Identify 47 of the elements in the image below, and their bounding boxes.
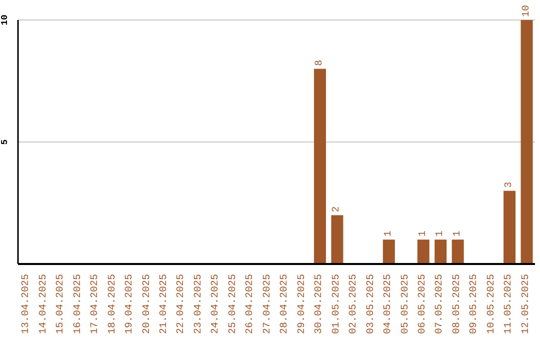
x-tick-label: 21.04.2025	[158, 274, 170, 334]
x-tick-label: 06.05.2025	[417, 274, 428, 334]
data-label: 3	[504, 182, 516, 188]
x-tick-label: 27.04.2025	[262, 274, 274, 334]
x-tick-label: 26.04.2025	[245, 274, 256, 334]
x-tick-label: 16.04.2025	[72, 274, 84, 334]
x-tick-label: 30.04.2025	[314, 274, 326, 334]
x-tick-label: 17.04.2025	[90, 274, 102, 334]
bar	[452, 240, 464, 264]
x-tick-label: 19.04.2025	[124, 274, 136, 334]
x-tick-label: 08.05.2025	[452, 274, 463, 334]
x-tick-label: 11.05.2025	[504, 274, 515, 334]
x-tick-label: 25.04.2025	[228, 274, 239, 334]
x-tick-label: 29.04.2025	[296, 274, 308, 334]
x-tick-label: 09.05.2025	[469, 274, 480, 334]
x-tick-label: 24.04.2025	[210, 274, 222, 334]
x-tick-label: 02.05.2025	[348, 274, 360, 334]
x-tick-label: 28.04.2025	[280, 274, 291, 334]
data-label: 1	[418, 230, 429, 237]
x-tick-label: 01.05.2025	[331, 274, 342, 334]
bar	[417, 240, 430, 264]
x-tick-label: 07.05.2025	[434, 274, 446, 334]
y-tick-label: 5	[0, 139, 10, 145]
bar	[382, 240, 395, 264]
bar	[504, 190, 516, 264]
x-tick-label: 10.05.2025	[486, 274, 498, 334]
data-label: 1	[452, 230, 464, 237]
x-tick-label: 22.04.2025	[176, 274, 188, 334]
x-tick-label: 14.04.2025	[38, 274, 50, 334]
x-tick-label: 15.04.2025	[56, 274, 67, 334]
bar	[520, 20, 533, 264]
x-tick-label: 12.05.2025	[520, 274, 532, 334]
x-tick-label: 18.04.2025	[107, 274, 118, 334]
data-label: 10	[521, 4, 532, 17]
x-tick-label: 23.04.2025	[193, 274, 204, 334]
x-tick-label: 03.05.2025	[366, 274, 377, 334]
x-tick-label: 05.05.2025	[400, 274, 412, 334]
x-tick-label: 04.05.2025	[383, 274, 394, 334]
data-label: 1	[383, 230, 394, 237]
bar	[331, 215, 344, 264]
data-label: 2	[332, 206, 343, 212]
bar	[314, 68, 326, 264]
bar	[434, 240, 447, 264]
data-label: 1	[435, 230, 446, 237]
x-tick-label: 13.04.2025	[21, 274, 32, 334]
x-tick-label: 20.04.2025	[142, 274, 153, 334]
data-label: 8	[314, 60, 326, 66]
